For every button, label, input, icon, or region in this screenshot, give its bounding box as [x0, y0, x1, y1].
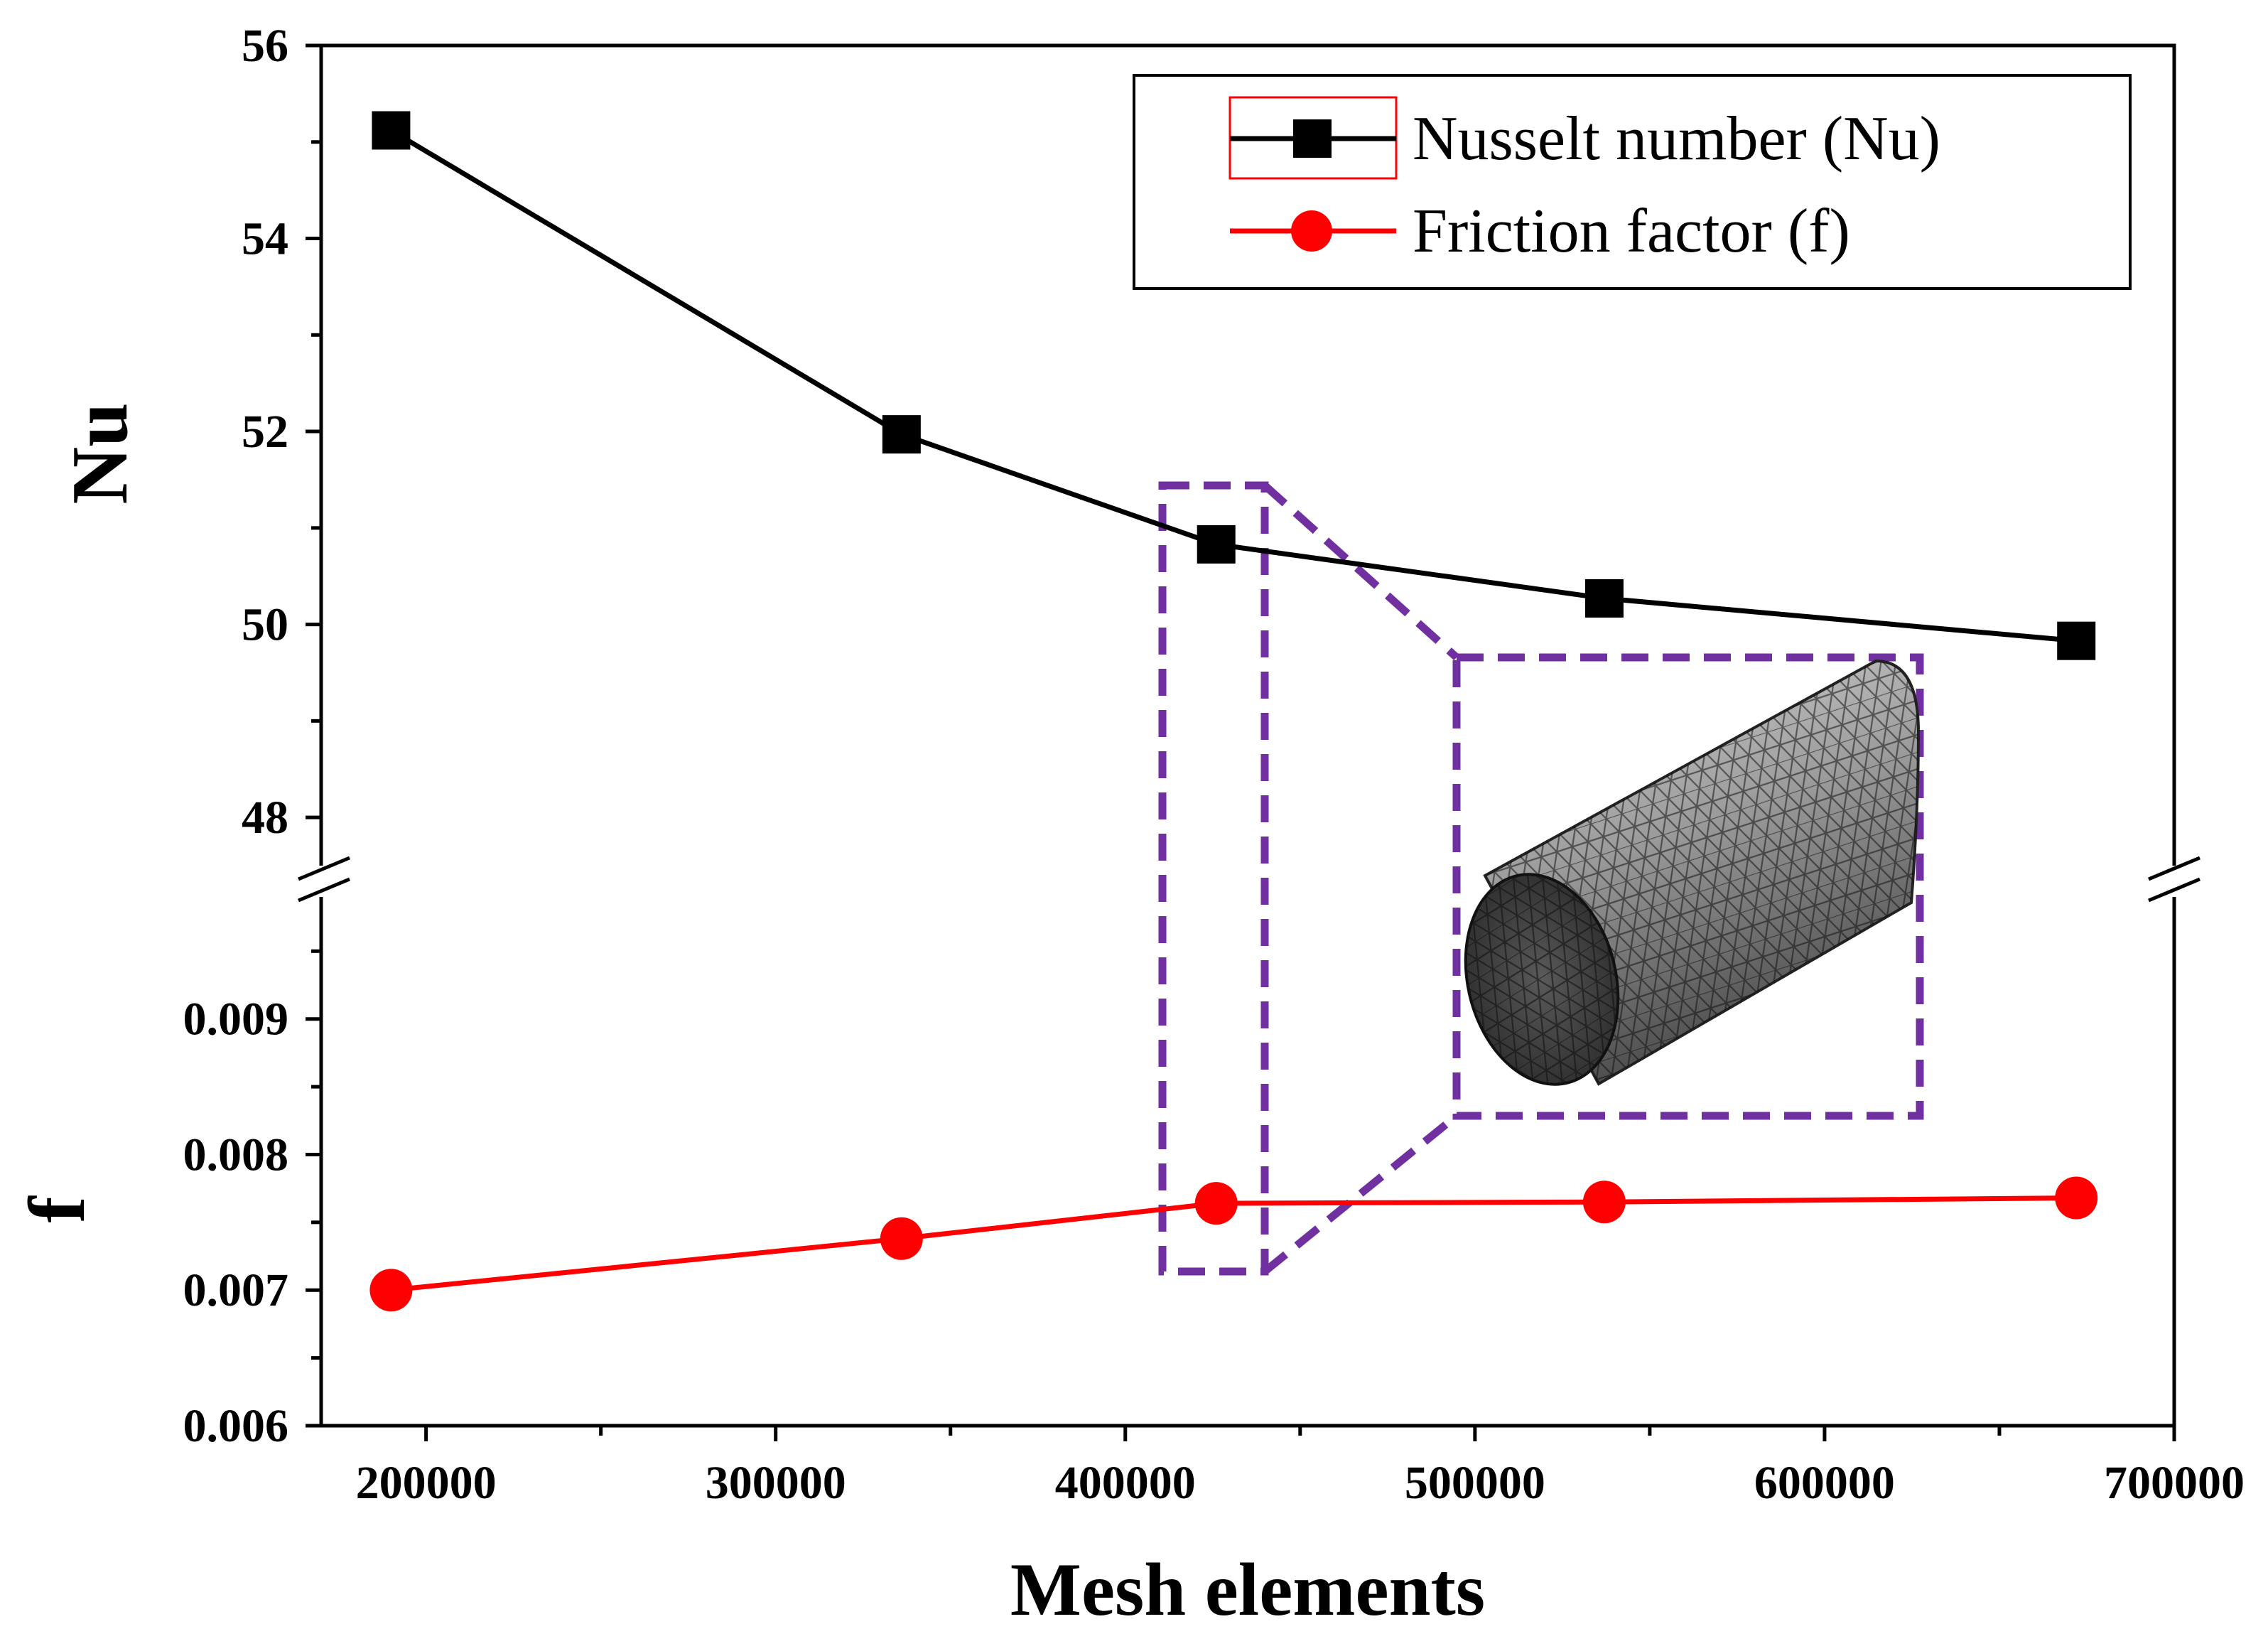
x-tick-label-3: 500000 — [1405, 1457, 1545, 1509]
legend-box — [1133, 74, 2132, 290]
f-point-3 — [1582, 1181, 1626, 1224]
right-axis-break-mark-1 — [2148, 856, 2200, 881]
f-point-2 — [1194, 1182, 1238, 1225]
x-tick-label-4: 600000 — [1754, 1457, 1895, 1509]
y-tick-label-p0-2: 52 — [242, 406, 288, 458]
y-tick-label-p0-1: 50 — [242, 599, 288, 651]
y-tick-label-p0-3: 54 — [242, 213, 288, 265]
nu-point-4 — [2057, 621, 2096, 660]
f-point-0 — [369, 1269, 413, 1312]
y-tick-label-p0-0: 48 — [242, 792, 288, 844]
legend: Nusselt number (Nu) Friction factor (f) — [1133, 74, 2132, 290]
y-tick-label-p1-0: 0.006 — [183, 1400, 289, 1452]
f-point-1 — [880, 1217, 923, 1260]
left-axis-break-mark-2 — [298, 877, 350, 903]
plot-border — [319, 43, 2176, 1428]
plot-frame — [298, 43, 2200, 1428]
y-axis-title-f: f — [14, 1195, 102, 1223]
x-tick-label-5: 700000 — [2104, 1457, 2245, 1509]
f-point-4 — [2055, 1176, 2098, 1220]
zoom-annotation — [1158, 481, 1924, 1276]
left-axis-break-mark-1 — [298, 856, 350, 881]
right-axis-break-mark-2 — [2148, 877, 2200, 903]
nu-point-2 — [1197, 525, 1236, 564]
nu-point-3 — [1584, 579, 1624, 618]
y-tick-label-p1-1: 0.007 — [183, 1264, 289, 1316]
zoom-source-box — [1158, 481, 1269, 1276]
zoom-inset-box — [1452, 653, 1924, 1120]
legend-label-f: Friction factor (f) — [1413, 197, 1850, 266]
legend-marker-nu — [1293, 119, 1332, 158]
x-tick-label-0: 200000 — [356, 1457, 497, 1509]
axes: 200000 300000 400000 500000 600000 700000 48 50… — [183, 20, 2245, 1509]
y-tick-label-p0-4: 56 — [242, 20, 288, 72]
legend-marker-f — [1291, 210, 1332, 252]
x-axis-title: Mesh elements — [1010, 1548, 1485, 1631]
mesh-cylinder-image — [1464, 659, 1921, 1086]
x-tick-label-1: 300000 — [706, 1457, 846, 1509]
nu-point-0 — [372, 111, 411, 150]
legend-label-nu: Nusselt number (Nu) — [1413, 104, 1940, 173]
zoom-connector-top — [1262, 482, 1459, 661]
zoom-connector-bottom — [1262, 1112, 1459, 1275]
y-tick-label-p1-2: 0.008 — [183, 1129, 289, 1181]
y-tick-label-p1-3: 0.009 — [183, 994, 289, 1045]
y-axis-title-nu: Nu — [56, 402, 144, 504]
series — [369, 111, 2098, 1312]
nu-point-1 — [882, 415, 921, 454]
x-tick-label-2: 400000 — [1055, 1457, 1196, 1509]
cylinder-end-face-mesh — [1465, 874, 1619, 1085]
